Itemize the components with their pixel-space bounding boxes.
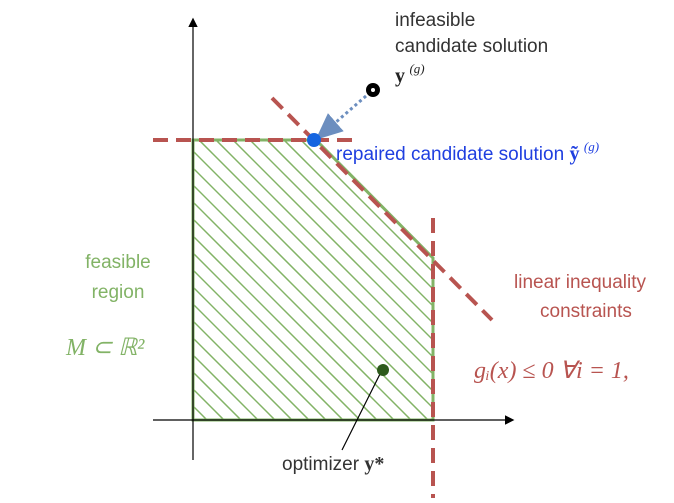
hatch-line <box>193 396 433 420</box>
hatch-line <box>193 140 433 387</box>
hatch-line <box>193 140 433 420</box>
hatch-line <box>193 209 433 420</box>
hatch-line <box>150 448 674 503</box>
hatch-line <box>193 311 433 420</box>
hatch-line <box>193 362 433 420</box>
hatch-line <box>193 140 433 420</box>
optimizer-label: optimizer y* <box>282 453 384 475</box>
constraints-label-line2: constraints <box>540 301 632 322</box>
hatch-line <box>150 431 674 503</box>
hatch-line <box>193 328 433 420</box>
hatch-line <box>193 192 433 420</box>
hatch-line <box>193 158 433 420</box>
hatch-line <box>193 140 433 420</box>
hatch-line <box>193 277 433 420</box>
feasible-set-formula: M ⊂ ℝ² <box>65 335 145 361</box>
hatch-line <box>193 140 433 420</box>
feasible-label-line2: region <box>92 282 145 303</box>
infeasible-point <box>366 83 380 97</box>
hatch-line <box>193 140 433 420</box>
hatch-line <box>193 140 433 420</box>
hatch-line <box>193 140 433 420</box>
optimizer-pointer-line <box>341 371 382 451</box>
hatch-line <box>193 260 433 420</box>
infeasible-label-line1: infeasible <box>395 10 475 31</box>
repaired-label: repaired candidate solution ỹ (g) <box>336 139 599 165</box>
feasible-label-line1: feasible <box>85 252 151 273</box>
hatch-line <box>193 226 433 420</box>
feasible-region-outline <box>191 138 435 422</box>
infeasible-symbol: y (g) <box>395 61 425 87</box>
hatch-line <box>150 465 674 503</box>
hatch-line <box>193 379 433 420</box>
repaired-point <box>307 133 321 147</box>
infeasible-label-line2: candidate solution <box>395 36 548 57</box>
optimizer-point <box>377 364 389 376</box>
hatch-line <box>193 140 433 420</box>
hatch-line <box>193 140 433 420</box>
hatch-line <box>193 141 433 420</box>
constraints-formula: gᵢ(x) ≤ 0 ∀i = 1, <box>474 358 629 384</box>
hatch-line <box>193 294 433 420</box>
constraint-line-diagonal <box>270 96 494 322</box>
constraints-label-line1: linear inequality <box>514 272 647 293</box>
hatch-line <box>193 243 433 420</box>
hatch-line <box>193 175 433 420</box>
repair-arrow <box>315 94 367 140</box>
hatch-line <box>193 413 433 420</box>
